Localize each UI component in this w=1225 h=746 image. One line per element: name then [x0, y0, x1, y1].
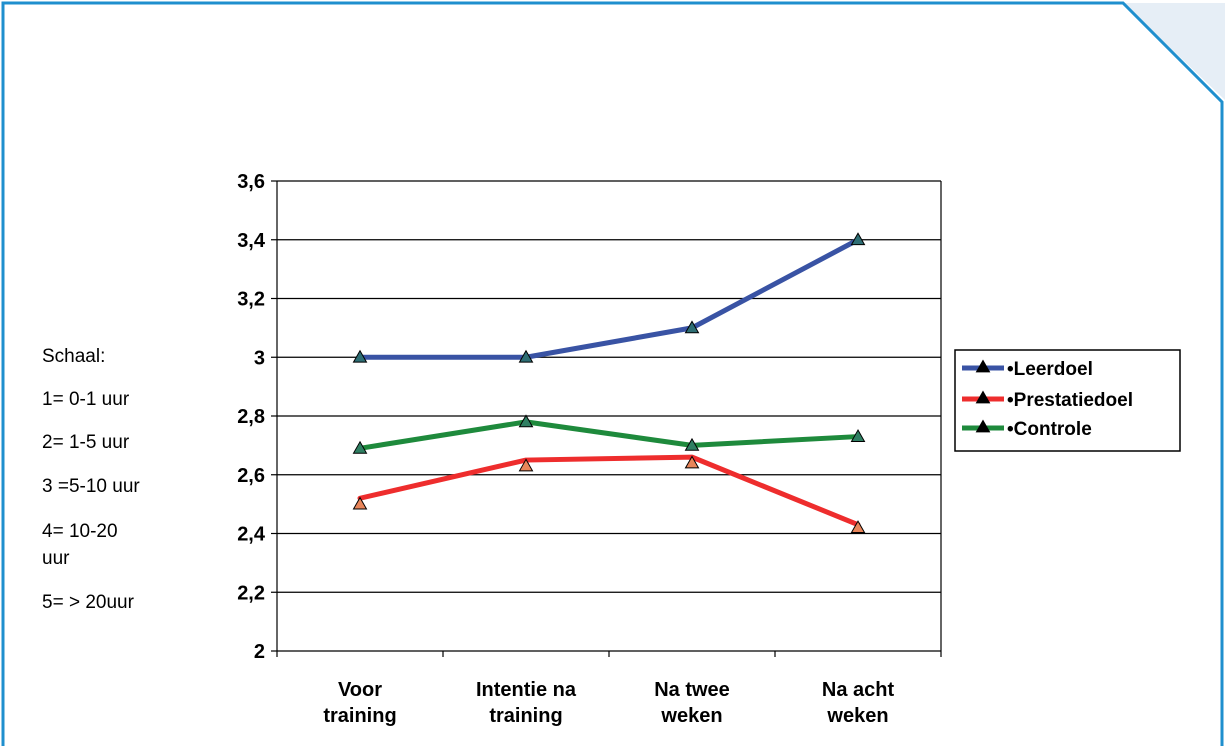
- scale-line-4: 4= 10-20: [42, 521, 118, 542]
- legend-label: •Prestatiedoel: [1007, 390, 1133, 411]
- scale-line-1: 1= 0-1 uur: [42, 389, 130, 410]
- x-tick-label: Na acht weken: [822, 679, 895, 727]
- y-tick-label: 3,4: [237, 230, 266, 252]
- y-tick-label: 2,4: [237, 524, 266, 546]
- scale-line-5: 5= > 20uur: [42, 592, 134, 613]
- x-tick-label-line: Voor: [338, 679, 382, 701]
- x-tick-label-line: training: [323, 705, 396, 727]
- legend-marker: [975, 359, 991, 373]
- x-tick-label-line: Intentie na: [476, 679, 577, 701]
- x-tick-label-line: Na twee: [654, 679, 730, 701]
- data-point-marker: [518, 414, 534, 428]
- legend-marker: [975, 390, 991, 404]
- scale-title: Schaal:: [42, 346, 106, 367]
- legend-marker: [975, 419, 991, 433]
- x-tick-label: Na twee weken: [654, 679, 730, 727]
- gridlines: [277, 180, 941, 652]
- data-point-marker: [684, 320, 700, 334]
- scale-line-4-cont: uur: [42, 548, 70, 569]
- x-tick-label-line: training: [489, 705, 562, 727]
- data-point-marker: [684, 455, 700, 469]
- scale-line-2: 2= 1-5 uur: [42, 432, 130, 453]
- axes: [271, 180, 942, 657]
- series-line: [357, 237, 861, 360]
- series-lines: [357, 237, 861, 528]
- x-tick-label: Voor training: [323, 679, 396, 727]
- scale-line-3: 3 =5-10 uur: [42, 476, 140, 497]
- y-tick-label: 2,6: [237, 465, 265, 487]
- data-point-marker: [352, 349, 368, 363]
- x-tick-label-line: Na acht: [822, 679, 895, 701]
- legend: •Leerdoel •Prestatiedoel •Controle: [954, 349, 1181, 452]
- y-tick-label: 2,2: [237, 582, 265, 604]
- y-tick-labels: 3,6 3,4 3,2 3 2,8 2,6 2,4 2,2 2: [237, 171, 266, 663]
- x-tick-label-line: weken: [660, 705, 722, 727]
- legend-label: •Leerdoel: [1007, 359, 1093, 380]
- data-point-marker: [684, 437, 700, 451]
- series-line: [357, 419, 861, 451]
- data-point-marker: [850, 429, 866, 442]
- data-point-marker: [518, 458, 534, 472]
- y-tick-label: 2: [254, 641, 265, 663]
- y-tick-label: 3,2: [237, 289, 265, 311]
- x-tick-label: Intentie na training: [476, 679, 577, 727]
- series-line: [357, 454, 861, 528]
- x-tick-labels: Voor training Intentie na training Na twee we…: [323, 679, 894, 727]
- data-point-marker: [518, 349, 534, 363]
- data-point-marker: [850, 232, 866, 246]
- series-markers: [352, 232, 866, 533]
- data-point-marker: [850, 520, 866, 533]
- y-tick-label: 3,6: [237, 171, 265, 193]
- legend-label: •Controle: [1007, 419, 1092, 440]
- y-tick-label: 2,8: [237, 406, 265, 428]
- data-point-marker: [352, 440, 368, 454]
- x-tick-label-line: weken: [826, 705, 888, 727]
- y-tick-label: 3: [254, 347, 265, 369]
- data-point-marker: [352, 496, 368, 510]
